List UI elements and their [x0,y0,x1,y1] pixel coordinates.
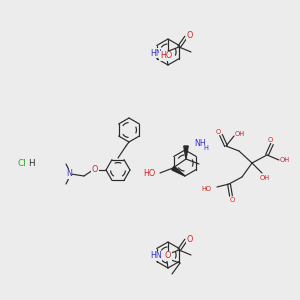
Text: O: O [187,235,193,244]
Text: OH: OH [260,175,270,181]
Text: OH: OH [280,157,290,163]
Text: O: O [267,137,273,143]
Text: HO: HO [160,52,172,61]
Text: HO: HO [144,169,156,178]
Text: N: N [66,169,72,178]
Text: H: H [28,158,34,167]
Polygon shape [172,166,185,176]
Text: HN: HN [150,251,162,260]
Polygon shape [184,146,188,159]
Text: H: H [203,145,208,151]
Text: OH: OH [235,131,245,137]
Text: HN: HN [150,49,162,58]
Text: Cl: Cl [18,158,27,167]
Text: O: O [230,197,235,203]
Text: O: O [165,251,171,260]
Text: HO: HO [202,186,212,192]
Text: O: O [92,166,98,175]
Text: O: O [215,129,220,135]
Text: O: O [187,32,193,40]
Text: NH: NH [194,139,206,148]
